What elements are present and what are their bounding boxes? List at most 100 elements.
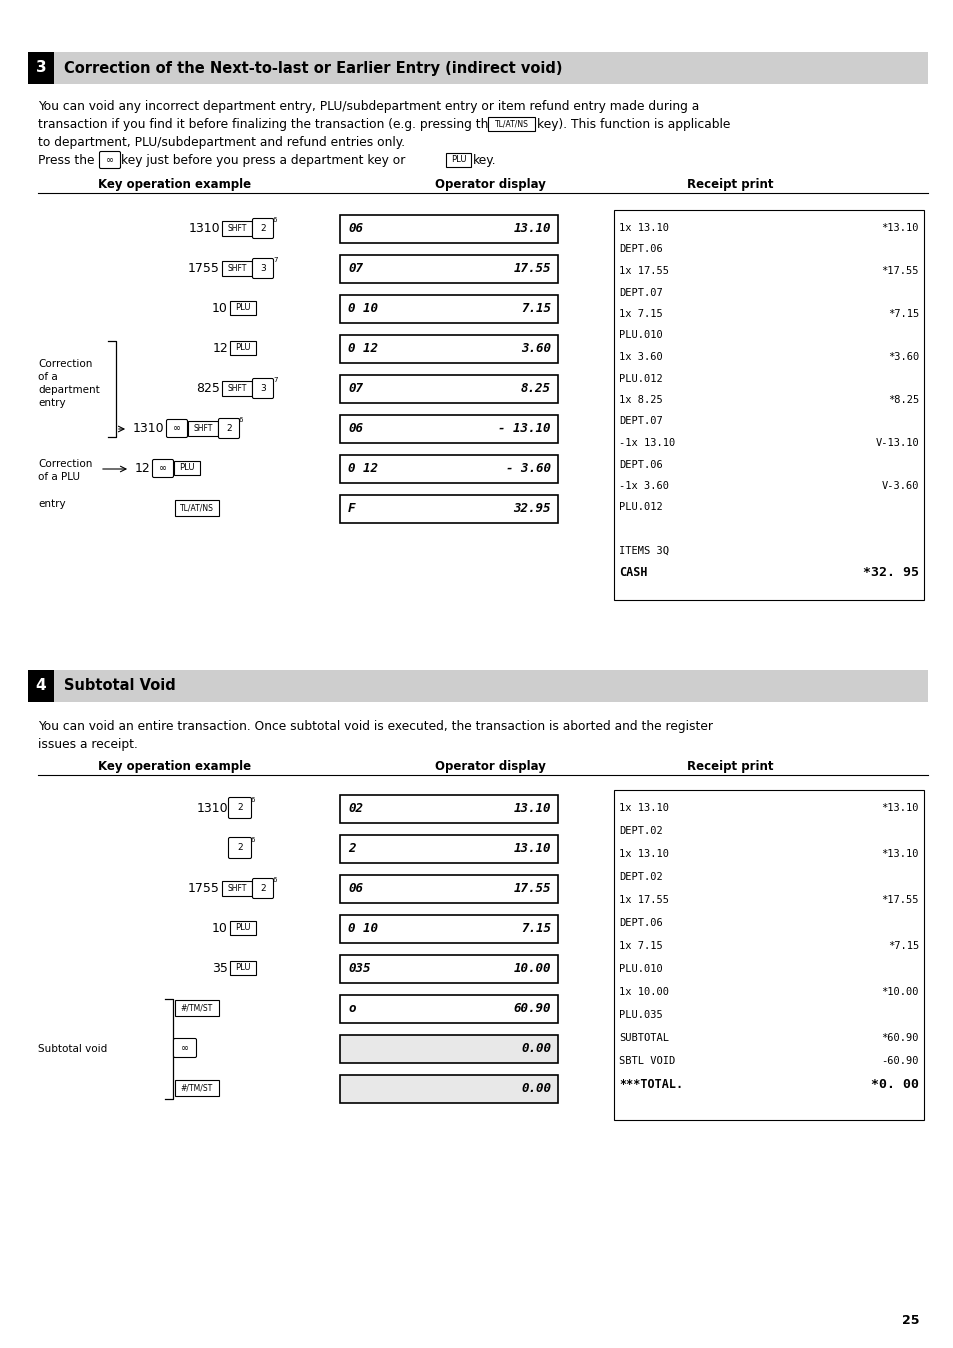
Bar	[339, 336, 558, 363]
Text: 13.10: 13.10	[513, 802, 551, 816]
Text: of a: of a	[38, 372, 58, 381]
Text: to department, PLU/subdepartment and refund entries only.: to department, PLU/subdepartment and ref…	[38, 136, 405, 150]
Text: 2: 2	[348, 842, 355, 856]
Text: PLU: PLU	[235, 344, 251, 352]
Text: TL/AT/NS: TL/AT/NS	[494, 120, 528, 128]
Text: 1310: 1310	[132, 422, 165, 435]
Text: entry: entry	[38, 499, 66, 510]
Text: *13.10: *13.10	[881, 803, 918, 813]
Text: 60.90: 60.90	[513, 1003, 551, 1015]
Text: 6: 6	[273, 878, 277, 883]
Text: 0 10: 0 10	[348, 922, 377, 936]
Text: - 3.60: - 3.60	[505, 462, 551, 476]
Text: SHFT: SHFT	[227, 264, 247, 274]
Text: 035: 035	[348, 962, 370, 976]
Text: 10: 10	[212, 302, 228, 315]
Text: key). This function is applicable: key). This function is applicable	[537, 119, 730, 131]
Bar	[222, 381, 252, 396]
Bar	[446, 154, 471, 167]
Bar	[339, 1035, 558, 1064]
Text: 1x 17.55: 1x 17.55	[618, 895, 668, 905]
FancyBboxPatch shape	[99, 151, 120, 168]
Bar	[339, 834, 558, 863]
FancyBboxPatch shape	[253, 259, 274, 279]
Text: 0.00: 0.00	[520, 1082, 551, 1096]
Text: 2: 2	[237, 844, 243, 852]
Text: ITEMS 3Q: ITEMS 3Q	[618, 546, 668, 555]
Text: PLU: PLU	[235, 303, 251, 313]
Bar	[339, 1074, 558, 1103]
FancyBboxPatch shape	[229, 798, 252, 818]
Text: 3: 3	[260, 384, 266, 394]
Text: key just before you press a department key or: key just before you press a department k…	[121, 154, 405, 167]
Text: of a PLU: of a PLU	[38, 472, 80, 483]
Text: SHFT: SHFT	[227, 884, 247, 892]
Bar	[222, 882, 252, 896]
Text: 7: 7	[273, 257, 277, 263]
Text: *17.55: *17.55	[881, 895, 918, 905]
Text: PLU.010: PLU.010	[618, 330, 662, 341]
Text: PLU: PLU	[235, 964, 251, 972]
Text: You can void an entire transaction. Once subtotal void is executed, the transact: You can void an entire transaction. Once…	[38, 720, 712, 733]
FancyBboxPatch shape	[218, 418, 239, 438]
Text: Press the: Press the	[38, 154, 94, 167]
Bar	[28, 670, 54, 702]
Text: o: o	[348, 1003, 355, 1015]
Text: *7.15: *7.15	[887, 941, 918, 950]
Text: 25: 25	[902, 1313, 919, 1326]
Text: 7.15: 7.15	[520, 302, 551, 315]
Text: Key operation example: Key operation example	[98, 760, 252, 772]
FancyBboxPatch shape	[229, 837, 252, 859]
Text: entry: entry	[38, 398, 66, 408]
Text: 2: 2	[260, 224, 266, 233]
Bar	[339, 255, 558, 283]
Text: transaction if you find it before finalizing the transaction (e.g. pressing the: transaction if you find it before finali…	[38, 119, 496, 131]
Bar	[222, 262, 252, 276]
Text: Operator display: Operator display	[435, 760, 545, 772]
FancyBboxPatch shape	[152, 460, 173, 477]
Text: 6: 6	[251, 837, 255, 842]
Text: 06: 06	[348, 422, 363, 435]
Text: 2: 2	[226, 425, 232, 433]
Text: 1x 3.60: 1x 3.60	[618, 352, 662, 363]
Bar	[339, 495, 558, 523]
Text: PLU.035: PLU.035	[618, 1010, 662, 1020]
Text: 1x 7.15: 1x 7.15	[618, 309, 662, 319]
FancyBboxPatch shape	[173, 1038, 196, 1057]
Text: 02: 02	[348, 802, 363, 816]
Bar	[28, 670, 927, 702]
Text: DEPT.06: DEPT.06	[618, 244, 662, 255]
Text: SHFT: SHFT	[227, 224, 247, 233]
Text: - 13.10: - 13.10	[498, 422, 551, 435]
Text: 0 12: 0 12	[348, 462, 377, 476]
Bar	[174, 1000, 219, 1016]
Bar	[339, 214, 558, 243]
Bar	[614, 790, 923, 1120]
Text: DEPT.06: DEPT.06	[618, 918, 662, 927]
Text: 13.10: 13.10	[513, 842, 551, 856]
Text: Correction: Correction	[38, 460, 92, 469]
Text: 3: 3	[35, 61, 47, 75]
Text: #/TM/ST: #/TM/ST	[181, 1003, 213, 1012]
Text: Receipt print: Receipt print	[686, 760, 773, 772]
Text: TL/AT/NS: TL/AT/NS	[180, 504, 213, 512]
Text: 12: 12	[212, 342, 228, 356]
Bar	[339, 415, 558, 443]
Text: DEPT.07: DEPT.07	[618, 287, 662, 298]
Text: 1x 13.10: 1x 13.10	[618, 803, 668, 813]
FancyBboxPatch shape	[253, 379, 274, 399]
Text: 0 12: 0 12	[348, 342, 377, 356]
Text: *17.55: *17.55	[881, 266, 918, 276]
Text: 6: 6	[251, 797, 255, 803]
Text: V-13.10: V-13.10	[874, 438, 918, 448]
Text: #/TM/ST: #/TM/ST	[181, 1084, 213, 1092]
FancyBboxPatch shape	[253, 879, 274, 899]
Bar	[230, 961, 255, 975]
Text: *0. 00: *0. 00	[870, 1077, 918, 1091]
Text: 1x 13.10: 1x 13.10	[618, 849, 668, 859]
Text: 12: 12	[135, 462, 151, 476]
FancyBboxPatch shape	[253, 218, 274, 239]
Text: key.: key.	[473, 154, 497, 167]
Text: DEPT.06: DEPT.06	[618, 460, 662, 469]
Text: 1755: 1755	[188, 883, 220, 895]
